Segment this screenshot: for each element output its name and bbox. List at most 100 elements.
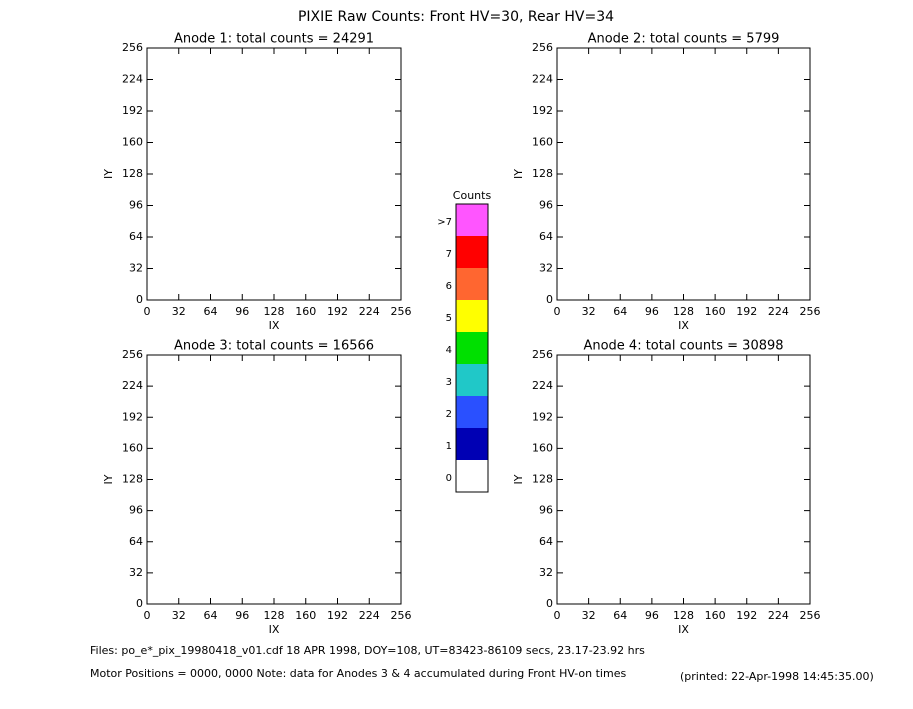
- footer-files: Files: po_e*_pix_19980418_v01.cdf 18 APR…: [90, 644, 645, 657]
- y-tick-label: 0: [136, 293, 143, 306]
- x-tick-label: 0: [144, 305, 151, 318]
- y-tick-label: 128: [122, 473, 143, 486]
- y-tick-label: 32: [539, 566, 553, 579]
- y-tick-label: 0: [546, 597, 553, 610]
- y-tick-label: 96: [129, 504, 143, 517]
- x-axis-label: IX: [269, 623, 280, 636]
- x-tick-label: 192: [327, 305, 348, 318]
- plot-area: [146, 47, 402, 301]
- colorbar-swatch: [456, 460, 488, 492]
- y-tick-label: 256: [532, 348, 553, 361]
- y-tick-label: 256: [122, 348, 143, 361]
- x-tick-label: 128: [673, 305, 694, 318]
- x-tick-label: 64: [613, 305, 627, 318]
- y-tick-label: 32: [539, 262, 553, 275]
- y-tick-label: 0: [136, 597, 143, 610]
- x-tick-label: 192: [736, 305, 757, 318]
- x-tick-label: 64: [204, 305, 218, 318]
- colorbar-label: 7: [446, 249, 452, 260]
- footer-note: Motor Positions = 0000, 0000 Note: data …: [90, 667, 626, 680]
- colorbar-label: 2: [446, 409, 452, 420]
- x-tick-label: 96: [645, 609, 659, 622]
- y-tick-label: 224: [532, 73, 553, 86]
- x-tick-label: 96: [235, 609, 249, 622]
- y-tick-label: 160: [532, 136, 553, 149]
- x-tick-label: 32: [172, 609, 186, 622]
- x-tick-label: 64: [613, 609, 627, 622]
- x-tick-label: 192: [736, 609, 757, 622]
- x-axis-label: IX: [678, 623, 689, 636]
- colorbar-swatch: [456, 364, 488, 396]
- y-tick-label: 96: [539, 504, 553, 517]
- x-tick-label: 128: [264, 305, 285, 318]
- y-axis-label: IY: [512, 474, 525, 484]
- y-axis-label: IY: [102, 474, 115, 484]
- y-tick-label: 32: [129, 566, 143, 579]
- x-tick-label: 256: [800, 305, 821, 318]
- footer-printed: (printed: 22-Apr-1998 14:45:35.00): [680, 670, 874, 683]
- y-tick-label: 128: [122, 167, 143, 180]
- colorbar-title: Counts: [453, 189, 492, 202]
- x-tick-label: 96: [645, 305, 659, 318]
- x-tick-label: 32: [582, 609, 596, 622]
- x-tick-label: 224: [359, 609, 380, 622]
- panel-title: Anode 1: total counts = 24291: [174, 32, 374, 47]
- x-tick-label: 160: [295, 305, 316, 318]
- colorbar-label: 6: [446, 281, 452, 292]
- y-tick-label: 256: [122, 41, 143, 54]
- x-tick-label: 160: [705, 609, 726, 622]
- y-tick-label: 256: [532, 41, 553, 54]
- y-tick-label: 96: [129, 199, 143, 212]
- x-tick-label: 256: [800, 609, 821, 622]
- colorbar-swatch: [456, 268, 488, 300]
- panel-title: Anode 4: total counts = 30898: [583, 339, 783, 354]
- x-axis-label: IX: [678, 319, 689, 332]
- x-tick-label: 0: [554, 305, 561, 318]
- x-tick-label: 0: [144, 609, 151, 622]
- x-tick-label: 160: [705, 305, 726, 318]
- x-tick-label: 0: [554, 609, 561, 622]
- colorbar-label: >7: [437, 217, 452, 228]
- y-tick-label: 192: [122, 410, 143, 423]
- colorbar-label: 5: [446, 313, 452, 324]
- colorbar-frame: [455, 203, 489, 493]
- x-tick-label: 256: [391, 609, 412, 622]
- colorbar-swatch: [456, 236, 488, 268]
- y-tick-label: 192: [122, 104, 143, 117]
- x-tick-label: 32: [172, 305, 186, 318]
- page-title: PIXIE Raw Counts: Front HV=30, Rear HV=3…: [298, 9, 614, 25]
- y-axis-label: IY: [102, 169, 115, 179]
- x-tick-label: 192: [327, 609, 348, 622]
- colorbar-label: 1: [446, 441, 452, 452]
- panel-title: Anode 2: total counts = 5799: [588, 32, 780, 47]
- plot-area: [556, 354, 811, 605]
- colorbar-label: 0: [446, 473, 452, 484]
- y-tick-label: 32: [129, 262, 143, 275]
- colorbar-swatch: [456, 300, 488, 332]
- y-tick-label: 96: [539, 199, 553, 212]
- x-tick-label: 64: [204, 609, 218, 622]
- panel-title: Anode 3: total counts = 16566: [174, 339, 374, 354]
- x-tick-label: 160: [295, 609, 316, 622]
- y-tick-label: 192: [532, 104, 553, 117]
- x-tick-label: 128: [673, 609, 694, 622]
- y-tick-label: 64: [539, 535, 553, 548]
- colorbar-label: 4: [446, 345, 452, 356]
- colorbar-swatch: [456, 332, 488, 364]
- x-tick-label: 224: [768, 609, 789, 622]
- y-tick-label: 224: [122, 379, 143, 392]
- y-tick-label: 224: [532, 379, 553, 392]
- y-tick-label: 64: [129, 535, 143, 548]
- x-axis-label: IX: [269, 319, 280, 332]
- plot-area: [146, 354, 402, 605]
- y-tick-label: 160: [122, 441, 143, 454]
- y-tick-label: 224: [122, 73, 143, 86]
- colorbar-label: 3: [446, 377, 452, 388]
- y-tick-label: 64: [129, 230, 143, 243]
- colorbar-swatch: [456, 396, 488, 428]
- y-tick-label: 192: [532, 410, 553, 423]
- y-tick-label: 128: [532, 473, 553, 486]
- x-tick-label: 128: [264, 609, 285, 622]
- x-tick-label: 96: [235, 305, 249, 318]
